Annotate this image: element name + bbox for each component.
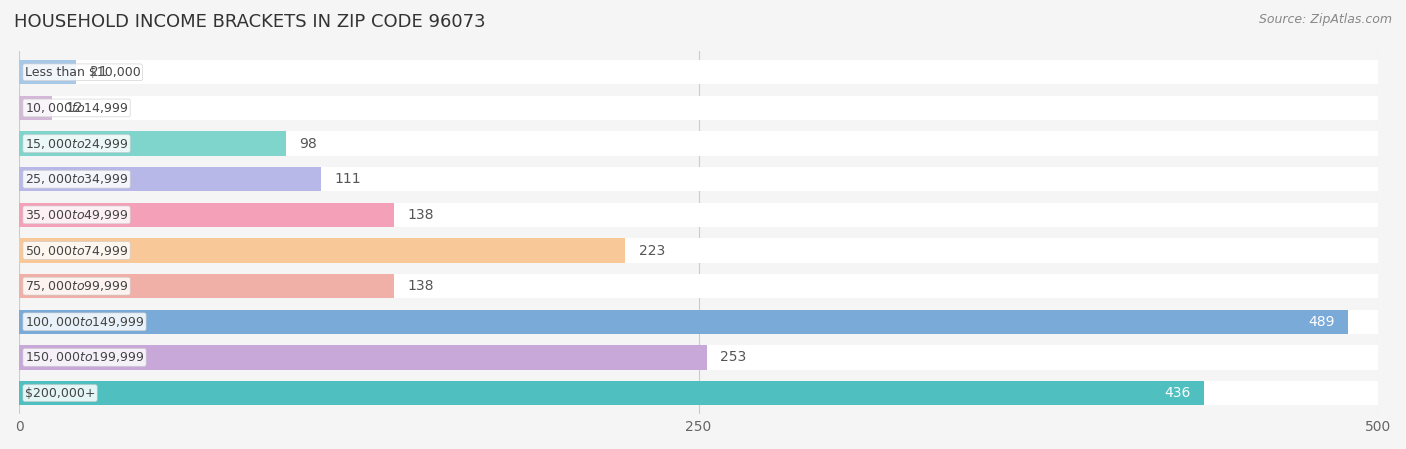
Bar bbox=[20, 60, 1378, 84]
Bar bbox=[20, 238, 1378, 263]
Text: 253: 253 bbox=[720, 350, 747, 365]
Bar bbox=[20, 238, 626, 263]
Bar bbox=[20, 274, 394, 298]
Bar bbox=[20, 96, 52, 120]
Bar bbox=[20, 310, 1348, 334]
Bar bbox=[20, 310, 1378, 334]
Text: $35,000 to $49,999: $35,000 to $49,999 bbox=[25, 208, 128, 222]
Text: $100,000 to $149,999: $100,000 to $149,999 bbox=[25, 315, 145, 329]
Bar bbox=[20, 345, 1378, 370]
Text: Source: ZipAtlas.com: Source: ZipAtlas.com bbox=[1258, 13, 1392, 26]
Text: 21: 21 bbox=[90, 65, 108, 79]
Text: $150,000 to $199,999: $150,000 to $199,999 bbox=[25, 350, 145, 365]
Text: 98: 98 bbox=[299, 136, 316, 150]
Text: $200,000+: $200,000+ bbox=[25, 387, 96, 400]
Text: $15,000 to $24,999: $15,000 to $24,999 bbox=[25, 136, 128, 150]
Bar bbox=[20, 96, 1378, 120]
Text: $10,000 to $14,999: $10,000 to $14,999 bbox=[25, 101, 128, 115]
Text: 223: 223 bbox=[638, 243, 665, 258]
Text: $75,000 to $99,999: $75,000 to $99,999 bbox=[25, 279, 128, 293]
Text: 111: 111 bbox=[335, 172, 361, 186]
Text: 138: 138 bbox=[408, 208, 434, 222]
Text: 489: 489 bbox=[1308, 315, 1334, 329]
Bar bbox=[20, 167, 321, 191]
Text: 12: 12 bbox=[66, 101, 83, 115]
Text: 436: 436 bbox=[1164, 386, 1191, 400]
Bar bbox=[20, 132, 285, 156]
Text: Less than $10,000: Less than $10,000 bbox=[25, 66, 141, 79]
Bar bbox=[20, 381, 1378, 405]
Bar bbox=[20, 274, 1378, 298]
Text: $50,000 to $74,999: $50,000 to $74,999 bbox=[25, 243, 128, 258]
Text: $25,000 to $34,999: $25,000 to $34,999 bbox=[25, 172, 128, 186]
Bar bbox=[20, 203, 1378, 227]
Text: HOUSEHOLD INCOME BRACKETS IN ZIP CODE 96073: HOUSEHOLD INCOME BRACKETS IN ZIP CODE 96… bbox=[14, 13, 485, 31]
Bar bbox=[20, 60, 76, 84]
Bar bbox=[20, 345, 707, 370]
Text: 138: 138 bbox=[408, 279, 434, 293]
Bar bbox=[20, 132, 1378, 156]
Bar bbox=[20, 203, 394, 227]
Bar bbox=[20, 167, 1378, 191]
Bar bbox=[20, 381, 1204, 405]
